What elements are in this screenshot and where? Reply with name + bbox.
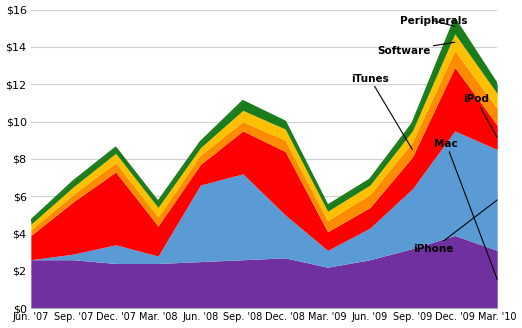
Text: iPhone: iPhone <box>413 200 497 254</box>
Text: Software: Software <box>377 42 455 56</box>
Text: iPod: iPod <box>463 94 497 137</box>
Text: iTunes: iTunes <box>351 73 412 150</box>
Text: Mac: Mac <box>434 139 497 279</box>
Text: Peripherals: Peripherals <box>400 16 467 26</box>
